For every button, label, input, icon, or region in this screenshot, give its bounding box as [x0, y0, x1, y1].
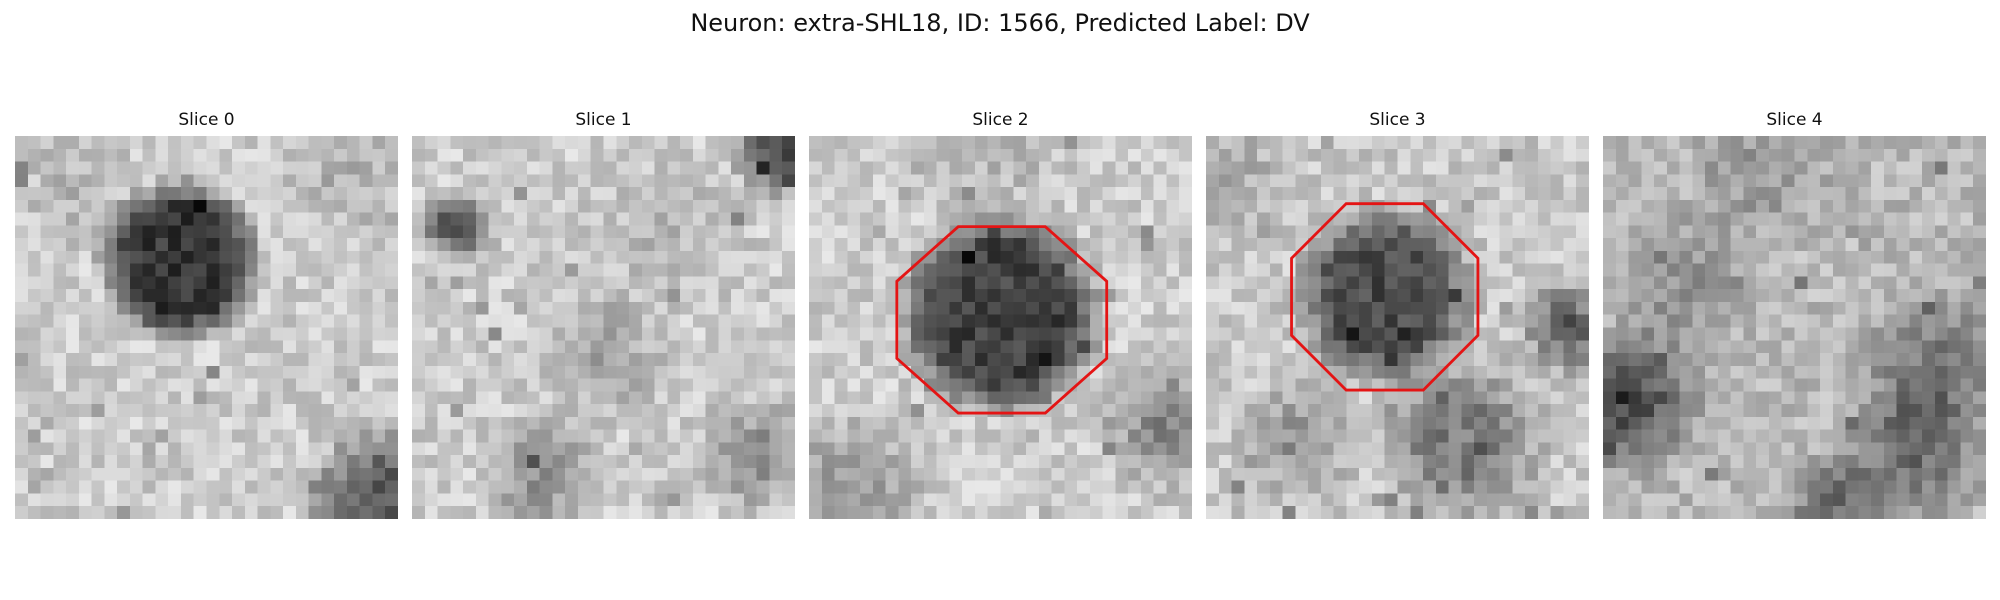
figure-title: Neuron: extra-SHL18, ID: 1566, Predicted…	[690, 9, 1310, 37]
slice-title-4: Slice 4	[1766, 110, 1823, 130]
slice-panel-4: Slice 4	[1603, 108, 1986, 519]
slice-image-0	[15, 136, 398, 519]
slice-title-1: Slice 1	[575, 110, 632, 130]
slice-image-3	[1206, 136, 1589, 519]
slice-image-1	[412, 136, 795, 519]
slice-image-4	[1603, 136, 1986, 519]
slice-title-0: Slice 0	[178, 110, 235, 130]
slice-panel-2: Slice 2	[809, 108, 1192, 519]
roi-outline-3	[1290, 202, 1480, 392]
roi-outline-2	[895, 225, 1109, 415]
slice-title-2: Slice 2	[972, 110, 1029, 130]
slice-panel-1: Slice 1	[412, 108, 795, 519]
slice-panel-3: Slice 3	[1206, 108, 1589, 519]
slice-image-2	[809, 136, 1192, 519]
slice-title-3: Slice 3	[1369, 110, 1426, 130]
slice-panel-0: Slice 0	[15, 108, 398, 519]
